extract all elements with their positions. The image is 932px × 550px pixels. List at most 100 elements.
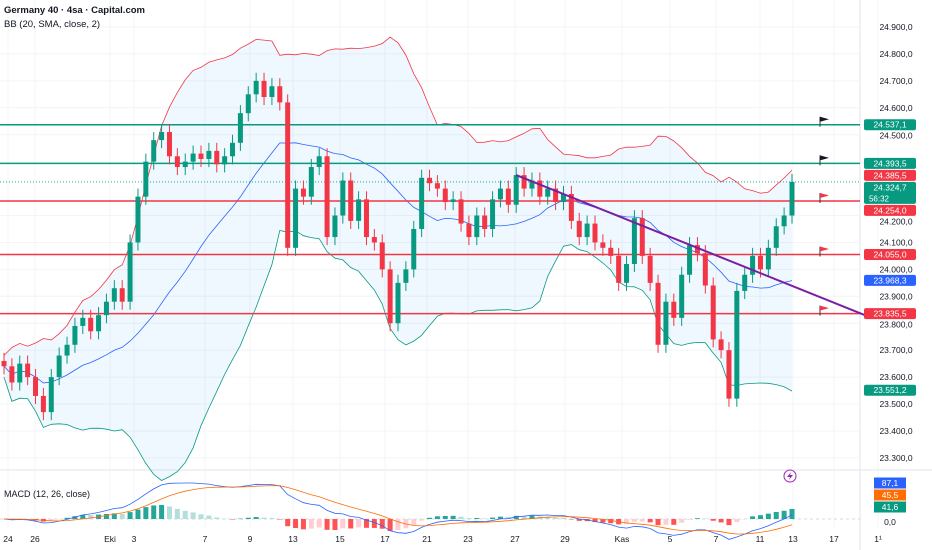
macd-histogram-bar bbox=[332, 519, 338, 531]
macd-histogram-bar bbox=[655, 519, 661, 526]
macd-histogram-bar bbox=[379, 519, 385, 529]
candle-body bbox=[497, 188, 503, 200]
candle-body bbox=[25, 363, 31, 378]
candle-body bbox=[166, 132, 172, 157]
macd-histogram-bar bbox=[718, 519, 724, 523]
macd-histogram-bar bbox=[253, 517, 259, 519]
candle-body bbox=[1, 360, 7, 367]
x-tick-label: 11 bbox=[756, 534, 765, 544]
candle-body bbox=[308, 167, 314, 197]
x-tick-label: Eki bbox=[104, 534, 116, 544]
macd-histogram-bar bbox=[214, 517, 220, 519]
macd-histogram-bar bbox=[434, 516, 440, 519]
macd-histogram-bar bbox=[190, 512, 196, 519]
y-tick-label: 24.500,0 bbox=[879, 131, 912, 141]
candle-body bbox=[9, 366, 15, 383]
candle-body bbox=[80, 317, 86, 326]
x-tick-label: 17 bbox=[829, 534, 839, 544]
candle-body bbox=[616, 255, 622, 283]
candle-body bbox=[127, 242, 133, 302]
macd-histogram-bar bbox=[261, 517, 267, 519]
candle-body bbox=[537, 180, 543, 197]
candle-body bbox=[427, 177, 433, 184]
candle-body bbox=[434, 183, 440, 189]
x-tick-label: Kas bbox=[615, 534, 630, 544]
macd-line bbox=[3, 482, 793, 540]
candle-body bbox=[245, 94, 251, 114]
macd-histogram-bar bbox=[64, 517, 70, 519]
candle-body bbox=[608, 247, 614, 256]
macd-histogram-bar bbox=[427, 517, 433, 519]
candle-body bbox=[702, 253, 708, 286]
macd-histogram-bar bbox=[466, 518, 472, 519]
macd-histogram-bar bbox=[450, 515, 456, 519]
x-tick-label: 17 bbox=[380, 534, 390, 544]
candle-body bbox=[726, 350, 732, 399]
candle-body bbox=[458, 199, 464, 224]
macd-histogram-bar bbox=[237, 518, 243, 520]
candle-body bbox=[206, 150, 212, 159]
macd-histogram-bar bbox=[293, 519, 299, 529]
level-price-label-bg bbox=[864, 157, 916, 169]
macd-histogram-bar bbox=[182, 510, 188, 519]
bb-basis bbox=[3, 142, 793, 384]
candle-body bbox=[332, 215, 338, 238]
macd-histogram-bar bbox=[545, 516, 551, 519]
macd-histogram-bar bbox=[411, 519, 417, 526]
macd-indicator-label[interactable]: MACD (12, 26, close) bbox=[4, 489, 91, 499]
candle-body bbox=[734, 290, 740, 399]
candle-body bbox=[624, 263, 630, 283]
macd-histogram-bar bbox=[277, 519, 283, 520]
macd-histogram-bar bbox=[497, 516, 503, 519]
candle-body bbox=[182, 161, 188, 168]
macd-histogram-bar bbox=[348, 519, 354, 529]
flag-icon bbox=[820, 305, 829, 311]
x-tick-label: 24 bbox=[3, 534, 13, 544]
flag-icon bbox=[820, 116, 829, 122]
x-tick-label: 3 bbox=[132, 534, 137, 544]
macd-histogram-bar bbox=[103, 513, 109, 519]
macd-histogram-bar bbox=[529, 515, 535, 519]
candle-body bbox=[718, 339, 724, 351]
macd-histogram-bar bbox=[285, 519, 291, 527]
macd-histogram-bar bbox=[174, 508, 180, 519]
macd-histogram-bar bbox=[639, 519, 645, 522]
candle-body bbox=[419, 177, 425, 229]
macd-histogram-bar bbox=[490, 517, 496, 519]
macd-histogram-bar bbox=[773, 511, 779, 519]
macd-histogram-bar bbox=[757, 515, 763, 519]
macd-histogram-bar bbox=[505, 516, 511, 519]
macd-histogram-bar bbox=[702, 518, 708, 519]
macd-zero-label: 0,0 bbox=[884, 517, 896, 527]
trendline bbox=[515, 174, 866, 317]
candle-body bbox=[395, 282, 401, 324]
candle-body bbox=[474, 215, 480, 238]
macd-histogram-bar bbox=[600, 519, 606, 523]
level-price-label-bg bbox=[864, 119, 916, 131]
candle-body bbox=[300, 188, 306, 197]
macd-histogram-bar bbox=[710, 519, 716, 521]
x-tick-label: 26 bbox=[30, 534, 40, 544]
x-tick-label: 21 bbox=[422, 534, 432, 544]
candle-body bbox=[151, 140, 157, 162]
y-tick-label: 24.200,0 bbox=[879, 216, 912, 226]
x-tick-label: 7 bbox=[714, 534, 719, 544]
candle-body bbox=[17, 363, 23, 383]
candle-body bbox=[757, 255, 763, 270]
candle-body bbox=[64, 344, 70, 356]
macd-signal-line bbox=[3, 485, 793, 535]
macd-value-label: 87,1 bbox=[882, 478, 899, 488]
macd-histogram-bar bbox=[151, 505, 157, 519]
candle-body bbox=[679, 274, 685, 318]
candle-body bbox=[671, 301, 677, 318]
candle-body bbox=[96, 315, 102, 332]
macd-histogram-bar bbox=[230, 519, 236, 520]
candle-body bbox=[277, 86, 283, 103]
candle-body bbox=[584, 223, 590, 238]
bb-indicator-label[interactable]: BB (20, SMA, close, 2) bbox=[4, 19, 101, 30]
y-tick-label: 24.700,0 bbox=[879, 76, 912, 86]
y-tick-label: 23.700,0 bbox=[879, 345, 912, 355]
x-tick-label: 15 bbox=[335, 534, 345, 544]
y-tick-label: 23.400,0 bbox=[879, 426, 912, 436]
